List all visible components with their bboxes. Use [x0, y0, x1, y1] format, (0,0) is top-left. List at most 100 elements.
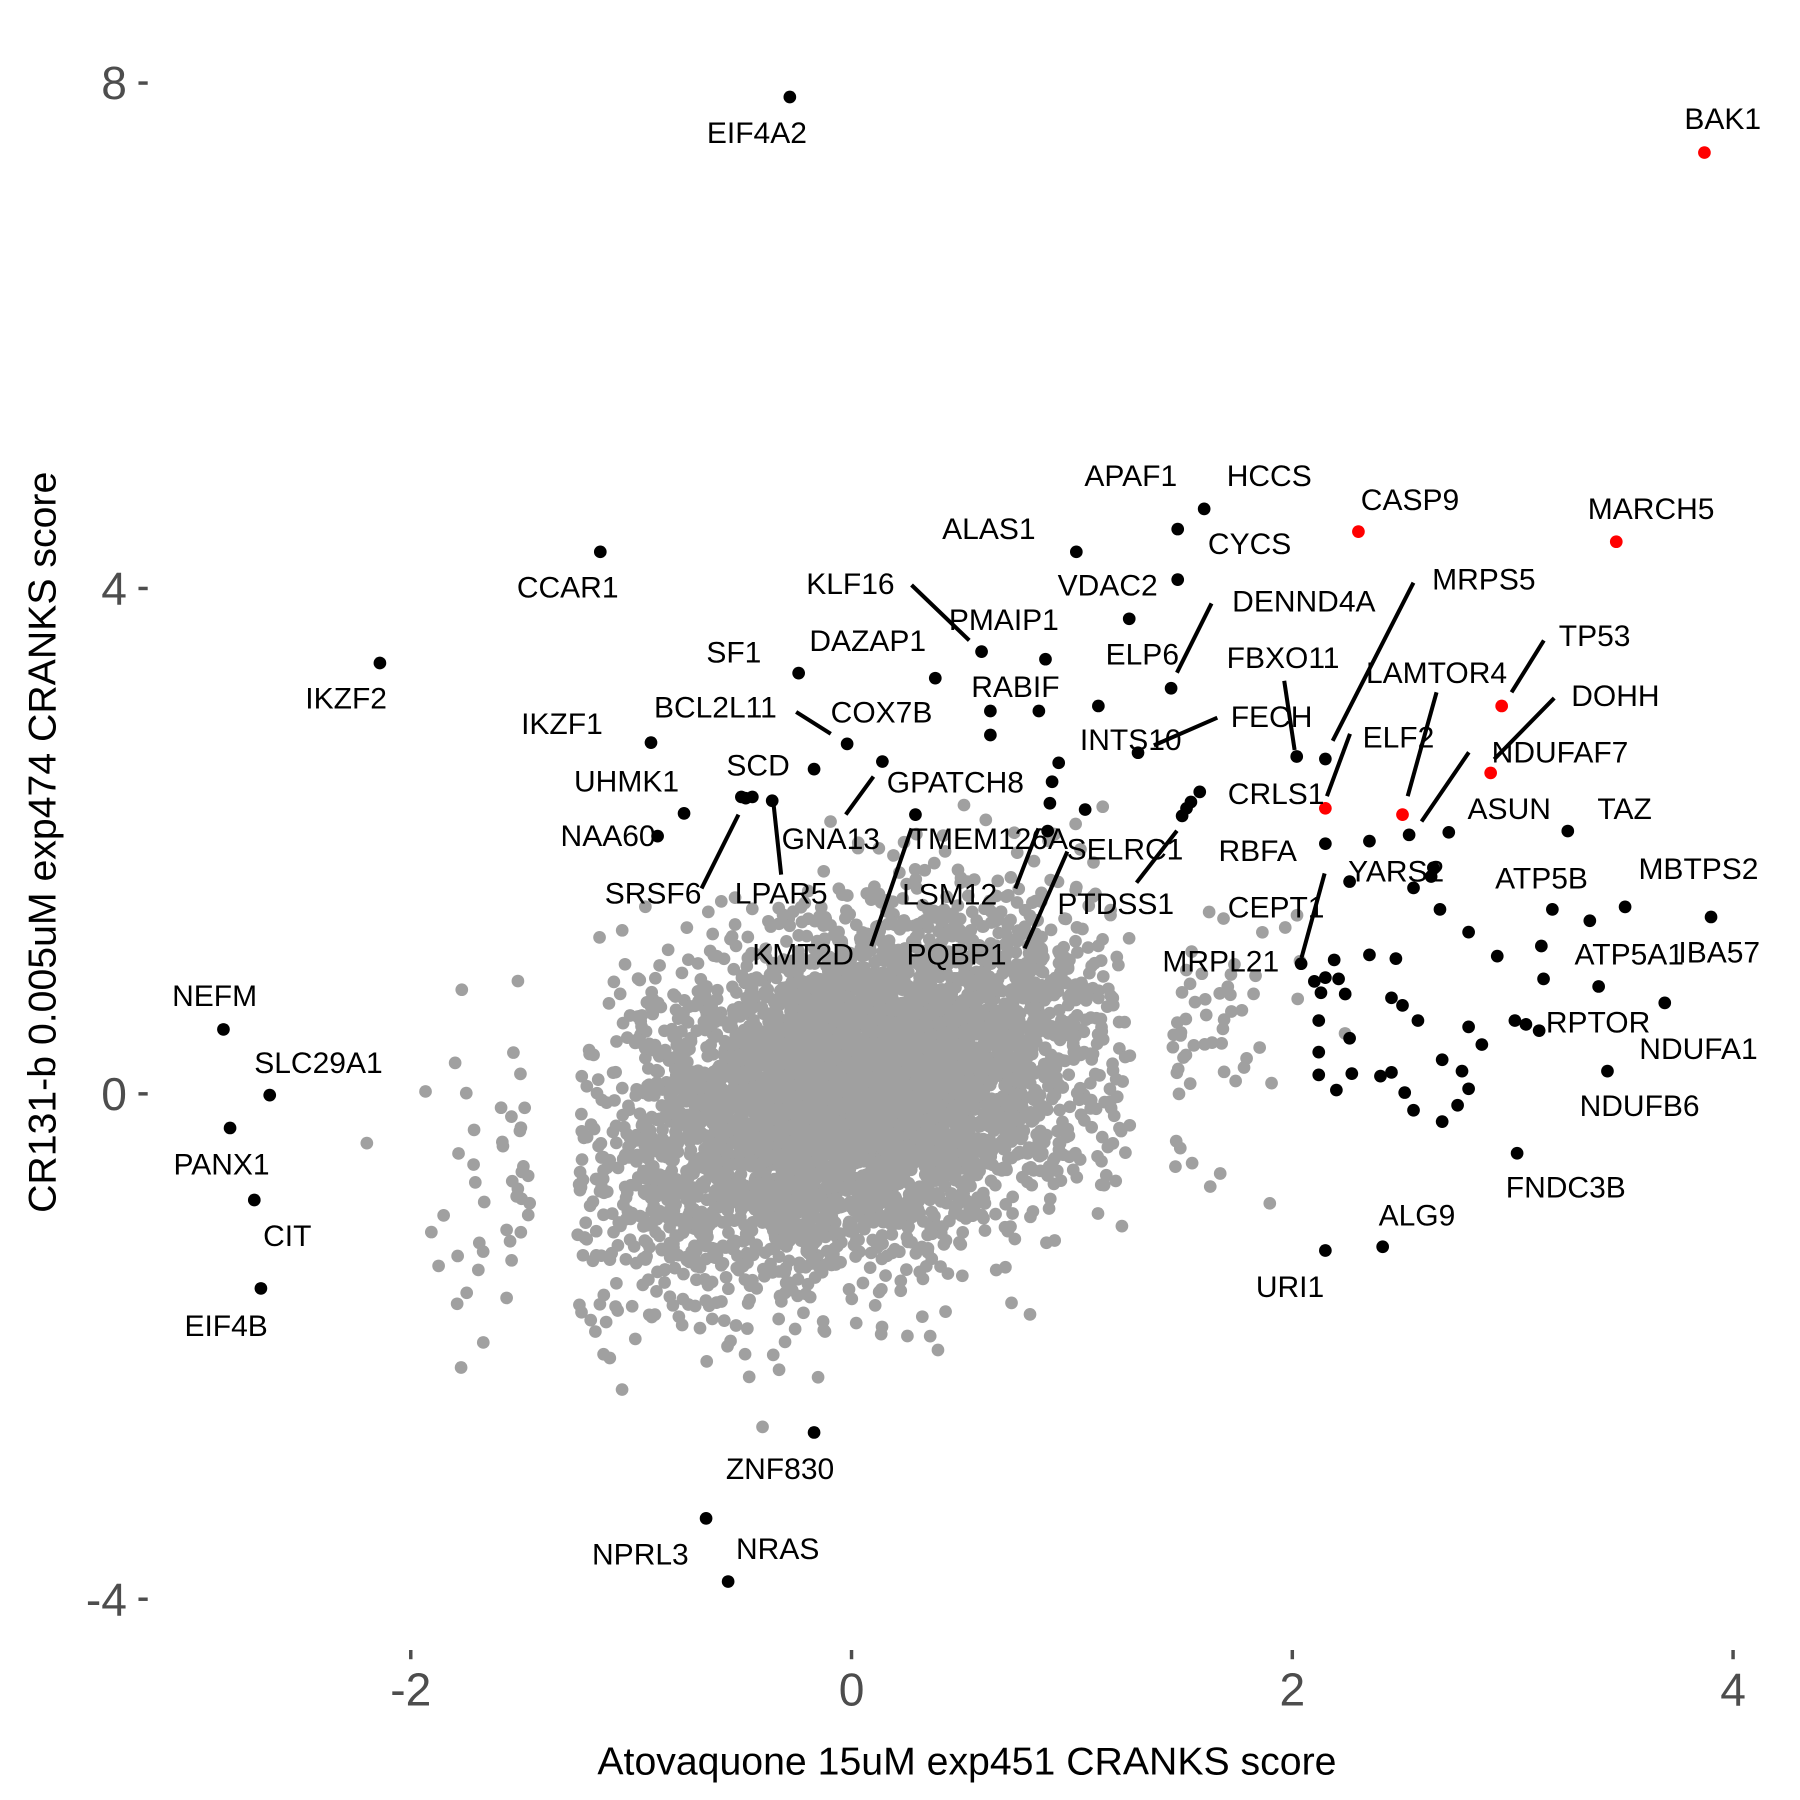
background-point — [999, 1260, 1012, 1274]
background-point — [778, 1266, 792, 1279]
background-point — [467, 1158, 480, 1171]
background-point — [864, 1201, 877, 1215]
background-point — [994, 905, 1008, 919]
background-point — [1035, 930, 1048, 944]
background-point — [797, 1306, 810, 1320]
background-point — [987, 1009, 1001, 1023]
background-point — [934, 1195, 948, 1208]
background-point — [949, 1108, 963, 1121]
background-point — [884, 1204, 897, 1218]
background-point — [726, 980, 739, 994]
background-point — [916, 993, 930, 1007]
background-point — [936, 1220, 949, 1233]
background-point — [1089, 887, 1102, 901]
background-point — [719, 1270, 733, 1284]
background-point — [701, 905, 715, 919]
background-point — [957, 960, 971, 973]
background-point — [774, 1290, 788, 1303]
background-point — [936, 829, 950, 842]
background-point — [717, 952, 731, 966]
background-point — [618, 1180, 632, 1194]
background-point — [692, 994, 705, 1008]
background-point — [916, 1215, 930, 1228]
background-point — [887, 849, 900, 862]
background-point — [675, 1024, 688, 1038]
background-point — [803, 1041, 817, 1055]
background-point — [759, 951, 773, 964]
background-point — [593, 930, 606, 944]
background-point — [455, 983, 469, 997]
background-point — [1216, 1022, 1230, 1036]
background-point — [771, 1147, 784, 1160]
background-point — [1008, 1232, 1022, 1246]
background-point — [910, 827, 923, 841]
background-point — [584, 1313, 598, 1327]
background-point — [1035, 1129, 1049, 1143]
background-point — [606, 1066, 620, 1080]
background-point — [589, 1224, 603, 1238]
background-point — [1025, 1064, 1039, 1078]
background-point — [885, 917, 899, 931]
background-point — [680, 921, 694, 934]
background-point — [649, 971, 662, 985]
background-point — [896, 892, 910, 905]
background-point — [891, 1169, 904, 1183]
background-point — [655, 1243, 669, 1257]
background-point — [432, 1259, 445, 1273]
background-point — [778, 1169, 792, 1183]
background-point — [960, 875, 974, 888]
background-point — [607, 1225, 620, 1239]
background-point — [698, 1023, 712, 1037]
background-point — [1044, 923, 1058, 937]
background-point — [961, 889, 975, 903]
background-point — [1118, 1015, 1131, 1029]
background-point — [1052, 1003, 1066, 1017]
background-point — [1087, 856, 1100, 869]
background-point — [1101, 1140, 1115, 1154]
background-point — [728, 1234, 742, 1248]
background-point — [669, 990, 682, 1003]
background-point — [809, 979, 823, 993]
background-point — [863, 1261, 877, 1275]
background-point — [583, 1199, 597, 1213]
background-point — [860, 1187, 874, 1201]
background-point — [1054, 1174, 1068, 1188]
background-point — [1118, 1050, 1132, 1064]
background-point — [658, 1276, 671, 1289]
background-point — [1069, 817, 1082, 831]
background-point — [803, 1056, 817, 1069]
background-point — [424, 1225, 438, 1239]
background-point — [922, 933, 936, 946]
background-point — [962, 1132, 976, 1145]
background-point — [813, 1223, 826, 1237]
background-point — [1195, 967, 1209, 981]
background-point — [833, 1085, 846, 1099]
background-point — [687, 1160, 701, 1174]
background-point — [733, 1175, 747, 1189]
background-point — [715, 1142, 729, 1155]
background-point — [812, 1260, 826, 1273]
background-point — [909, 941, 923, 954]
background-point — [1001, 1152, 1015, 1166]
background-point — [1069, 883, 1083, 897]
background-point — [945, 1005, 959, 1019]
background-point — [1000, 941, 1014, 955]
background-point — [477, 1195, 491, 1209]
background-point — [863, 1089, 877, 1102]
background-point — [700, 980, 713, 993]
background-point — [692, 1127, 706, 1141]
background-point — [864, 1246, 878, 1260]
background-point — [977, 1037, 991, 1050]
background-point — [683, 1042, 696, 1056]
background-point — [890, 1055, 904, 1069]
background-point — [901, 1329, 914, 1343]
background-point — [913, 1265, 927, 1279]
background-point — [1096, 970, 1110, 983]
background-point — [803, 957, 817, 970]
background-point — [693, 1321, 707, 1335]
background-point — [872, 1100, 886, 1114]
background-point — [954, 1238, 968, 1251]
background-point — [996, 1090, 1009, 1103]
background-point — [597, 1288, 611, 1302]
background-point — [1185, 945, 1198, 958]
